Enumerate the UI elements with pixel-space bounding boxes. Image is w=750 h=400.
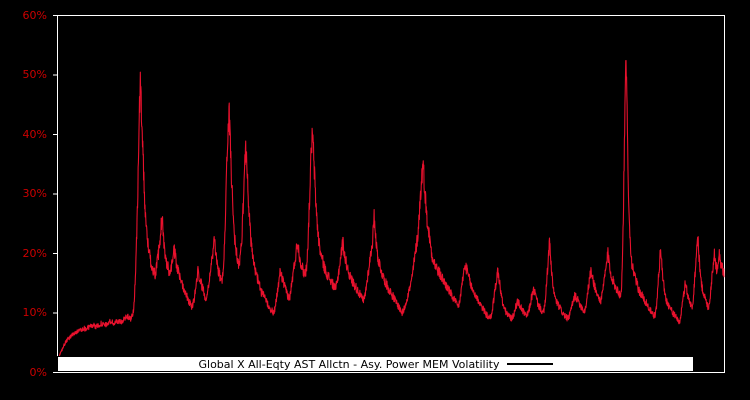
y-axis-ticks bbox=[53, 15, 58, 373]
legend: Global X All-Eqty AST Allctn - Asy. Powe… bbox=[57, 356, 694, 372]
y-tick-label-0: 0% bbox=[29, 366, 47, 379]
y-tick-label-50: 50% bbox=[22, 68, 47, 81]
y-tick-label-40: 40% bbox=[22, 128, 47, 141]
legend-label: Global X All-Eqty AST Allctn - Asy. Powe… bbox=[198, 357, 500, 371]
y-tick-label-10: 10% bbox=[22, 306, 47, 319]
y-tick-label-60: 60% bbox=[22, 9, 47, 22]
series-line-volatility bbox=[57, 59, 725, 361]
y-tick-label-30: 30% bbox=[22, 187, 47, 200]
legend-line-icon bbox=[506, 363, 553, 365]
y-tick-label-20: 20% bbox=[22, 247, 47, 260]
